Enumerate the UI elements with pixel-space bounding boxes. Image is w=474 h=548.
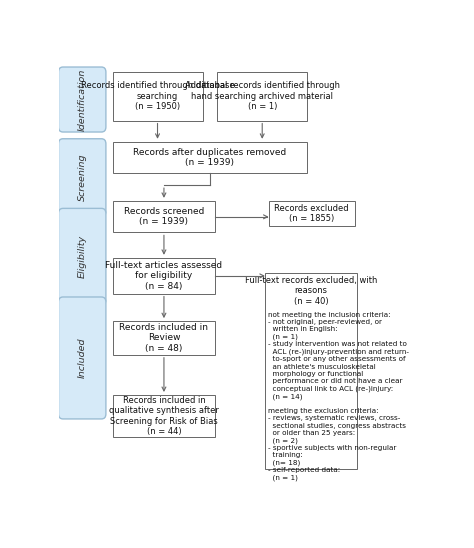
Text: Included: Included xyxy=(78,338,87,378)
FancyBboxPatch shape xyxy=(269,201,355,226)
Text: Records after duplicates removed
(n = 1939): Records after duplicates removed (n = 19… xyxy=(133,148,286,167)
Text: Screening: Screening xyxy=(78,154,87,201)
Text: Full-text articles assessed
for eligibility
(n = 84): Full-text articles assessed for eligibil… xyxy=(105,261,222,290)
FancyBboxPatch shape xyxy=(112,201,215,232)
Text: Records included in
Review
(n = 48): Records included in Review (n = 48) xyxy=(119,323,209,353)
FancyBboxPatch shape xyxy=(112,321,215,355)
FancyBboxPatch shape xyxy=(58,297,106,419)
FancyBboxPatch shape xyxy=(265,272,357,469)
FancyBboxPatch shape xyxy=(112,395,215,437)
Text: Additional records identified through
hand searching archived material
(n = 1): Additional records identified through ha… xyxy=(185,82,340,111)
FancyBboxPatch shape xyxy=(112,142,307,173)
Text: Identification: Identification xyxy=(78,68,87,131)
Text: Records screened
(n = 1939): Records screened (n = 1939) xyxy=(124,207,204,226)
Text: not meeting the inclusion criteria:
- not original, peer-reviewed, or
  written : not meeting the inclusion criteria: - no… xyxy=(268,312,409,481)
Text: Records identified through database
searching
(n = 1950): Records identified through database sear… xyxy=(81,82,234,111)
FancyBboxPatch shape xyxy=(112,258,215,294)
FancyBboxPatch shape xyxy=(58,208,106,305)
Text: Records excluded
(n = 1855): Records excluded (n = 1855) xyxy=(274,204,349,223)
FancyBboxPatch shape xyxy=(58,67,106,132)
FancyBboxPatch shape xyxy=(217,72,307,121)
Text: Records included in
qualitative synthesis after
Screening for Risk of Bias
(n = : Records included in qualitative synthesi… xyxy=(109,396,219,436)
FancyBboxPatch shape xyxy=(58,139,106,216)
Text: Full-text records excluded, with
reasons
(n = 40): Full-text records excluded, with reasons… xyxy=(245,276,377,306)
FancyBboxPatch shape xyxy=(112,72,202,121)
Text: Eligibility: Eligibility xyxy=(78,235,87,278)
